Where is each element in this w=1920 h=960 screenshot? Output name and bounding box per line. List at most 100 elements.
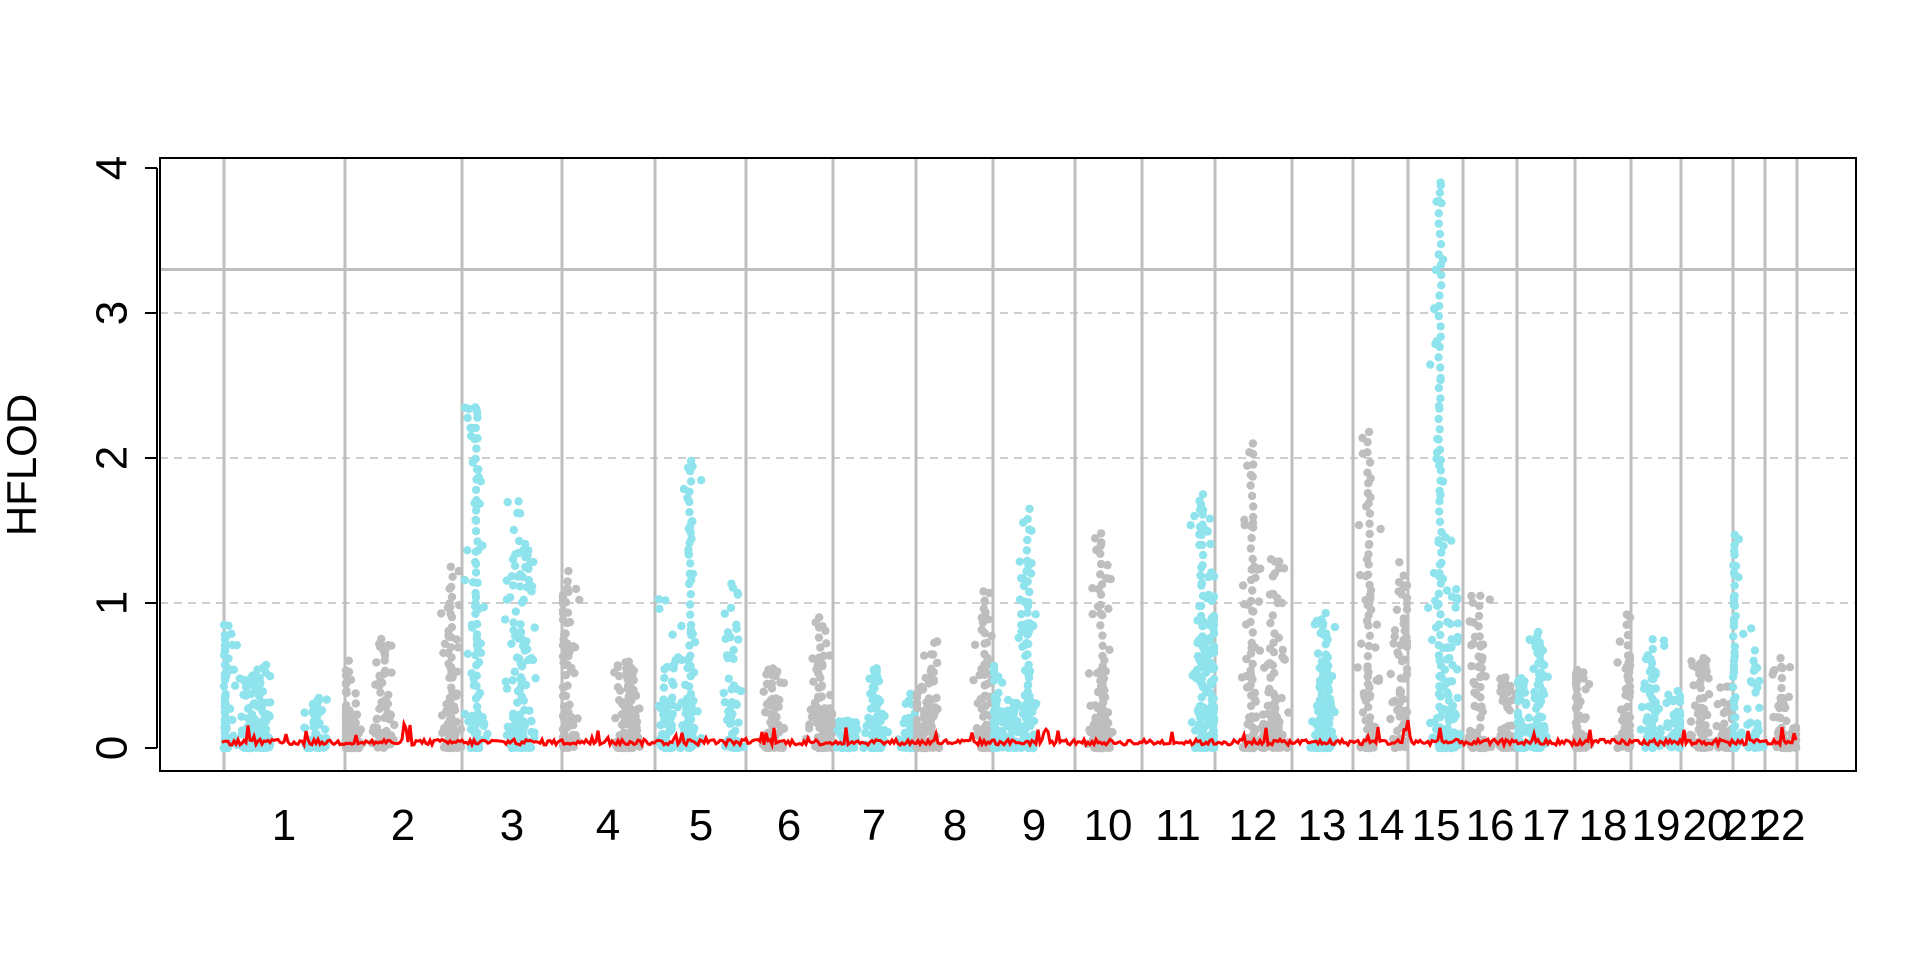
data-point <box>1436 466 1446 475</box>
data-point <box>249 719 259 729</box>
data-point <box>529 557 538 567</box>
data-point <box>1023 556 1032 565</box>
data-point <box>1443 643 1453 653</box>
data-point <box>1372 620 1382 629</box>
data-point <box>1402 593 1412 603</box>
data-point <box>989 661 999 671</box>
data-point <box>473 413 482 422</box>
data-point <box>1353 663 1362 672</box>
data-point <box>1534 722 1543 732</box>
data-point <box>980 681 989 690</box>
data-point <box>1739 629 1748 639</box>
data-point <box>724 716 734 725</box>
data-point <box>1435 486 1444 496</box>
data-point <box>511 607 520 616</box>
data-point <box>1696 683 1706 693</box>
data-point <box>563 660 572 669</box>
data-point <box>471 516 481 525</box>
data-point <box>1095 743 1105 753</box>
data-point <box>1198 632 1207 641</box>
data-point <box>372 715 381 724</box>
data-point <box>471 547 480 556</box>
data-point <box>1513 710 1523 719</box>
data-point <box>1625 692 1634 701</box>
data-point <box>311 728 320 738</box>
data-point <box>610 668 619 677</box>
x-tick-label-chr-11: 11 <box>1155 801 1201 850</box>
data-point <box>524 564 533 574</box>
grid-layer <box>160 158 1856 771</box>
data-point <box>1778 663 1787 673</box>
x-tick-label-chr-1: 1 <box>272 801 296 850</box>
data-point <box>1648 644 1658 654</box>
data-point <box>669 664 678 673</box>
data-point <box>447 623 457 632</box>
data-point <box>1247 575 1256 585</box>
data-point <box>1770 666 1779 675</box>
data-point <box>733 588 742 597</box>
data-point <box>1401 706 1411 715</box>
data-point <box>1435 342 1444 352</box>
data-point <box>1730 540 1739 550</box>
data-point <box>1003 695 1013 705</box>
data-point <box>1197 672 1206 682</box>
data-point <box>1273 598 1282 608</box>
data-point <box>1248 439 1258 448</box>
data-point <box>527 716 536 726</box>
data-point <box>663 707 672 716</box>
data-point <box>1014 633 1023 643</box>
data-point <box>1025 619 1034 628</box>
data-point <box>1434 383 1444 393</box>
data-point <box>1699 653 1708 663</box>
data-point <box>1637 702 1647 712</box>
data-point <box>1363 652 1373 661</box>
data-point <box>1197 530 1206 540</box>
data-point <box>759 687 768 696</box>
data-point <box>466 431 476 441</box>
data-point <box>1390 626 1400 635</box>
data-point <box>1447 536 1456 545</box>
data-point <box>624 657 634 666</box>
data-point <box>564 587 573 597</box>
data-point <box>1023 535 1032 545</box>
data-point <box>693 707 702 716</box>
data-point <box>1395 558 1404 567</box>
data-point <box>1365 458 1375 467</box>
data-point <box>1534 659 1543 668</box>
data-point <box>1279 654 1289 663</box>
data-point <box>1311 730 1320 740</box>
data-point <box>1105 645 1114 654</box>
data-point <box>460 709 470 719</box>
data-point <box>1580 714 1589 724</box>
data-point <box>1436 671 1445 681</box>
data-point <box>1097 580 1107 589</box>
data-point <box>980 670 989 680</box>
data-point <box>1437 558 1446 568</box>
data-point <box>1268 572 1278 581</box>
data-point <box>808 654 817 663</box>
data-point <box>762 670 771 679</box>
data-point <box>1364 427 1374 437</box>
data-point <box>472 640 482 649</box>
data-point <box>624 697 633 706</box>
data-point <box>1436 240 1446 249</box>
x-tick-label-chr-16: 16 <box>1466 801 1515 850</box>
data-point <box>1535 670 1544 679</box>
data-point <box>981 702 990 711</box>
data-point <box>447 612 457 622</box>
data-point <box>471 454 480 464</box>
x-tick-label-chr-3: 3 <box>500 801 524 850</box>
data-point <box>1533 680 1542 689</box>
data-point <box>899 718 908 728</box>
data-point <box>1697 703 1707 713</box>
data-point <box>1646 654 1655 664</box>
data-point <box>463 546 472 555</box>
data-point <box>1444 691 1453 700</box>
data-point <box>320 725 330 734</box>
data-point <box>473 578 482 587</box>
data-point <box>1623 743 1633 753</box>
data-point <box>1399 614 1409 623</box>
data-point <box>1254 597 1264 606</box>
data-point <box>471 568 481 577</box>
